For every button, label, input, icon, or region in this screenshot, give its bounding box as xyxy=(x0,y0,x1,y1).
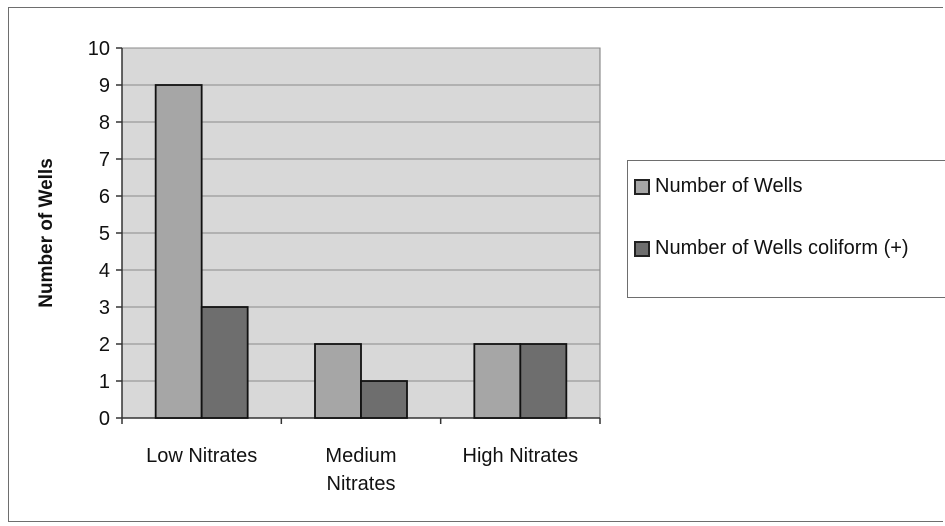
y-axis-label: Number of Wells xyxy=(36,158,57,308)
y-tick-label: 1 xyxy=(99,371,110,393)
bar-coliform xyxy=(360,380,408,419)
y-tick-label: 10 xyxy=(88,38,110,60)
bar-wells xyxy=(473,343,522,419)
x-category-label: Low Nitrates xyxy=(146,445,257,467)
bar-wells xyxy=(314,343,362,419)
y-tick-label: 0 xyxy=(99,408,110,430)
y-tick-label: 7 xyxy=(99,149,110,171)
y-tick-label: 5 xyxy=(99,223,110,245)
legend-label-coliform: Number of Wells coliform (+) xyxy=(655,237,909,259)
y-tick-label: 8 xyxy=(99,112,110,134)
chart-legend: Number of Wells Number of Wells coliform… xyxy=(627,160,945,298)
x-category-label: Medium xyxy=(325,445,396,467)
y-tick-label: 2 xyxy=(99,334,110,356)
y-tick-label: 6 xyxy=(99,186,110,208)
bar-coliform xyxy=(200,306,249,419)
x-category-label: Nitrates xyxy=(327,473,396,495)
legend-item-wells: Number of Wells xyxy=(634,174,945,198)
bar-coliform xyxy=(519,343,568,419)
legend-swatch-wells xyxy=(634,179,650,195)
y-tick-label: 4 xyxy=(99,260,110,282)
legend-swatch-coliform xyxy=(634,241,650,257)
y-tick-label: 3 xyxy=(99,297,110,319)
bar-wells xyxy=(154,84,203,419)
y-tick-label: 9 xyxy=(99,75,110,97)
x-category-label: High Nitrates xyxy=(463,445,579,467)
legend-label-wells: Number of Wells xyxy=(655,175,803,197)
chart-frame xyxy=(8,7,943,522)
legend-item-coliform: Number of Wells coliform (+) xyxy=(634,236,945,260)
